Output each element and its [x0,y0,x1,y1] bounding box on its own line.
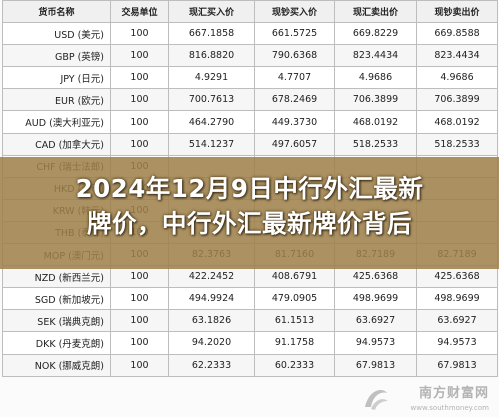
table-header-row: 货币名称 交易单位 现汇买入价 现钞买入价 现汇卖出价 现钞卖出价 [2,0,498,24]
cell-spot-buy: 700.7613 [168,88,255,112]
cell-spot-sell: 823.4434 [334,44,417,68]
header-currency: 货币名称 [2,0,111,24]
cell-currency: DKK (丹麦克朗) [2,331,111,355]
cell-cash-buy: 91.1758 [254,331,335,355]
cell-unit: 100 [110,287,169,311]
cell-cash-sell: 669.8588 [416,22,498,46]
cell-currency: GBP (英镑) [2,44,111,68]
cell-spot-buy: 4.9291 [168,66,255,90]
cell-spot-buy: 62.2333 [168,353,255,377]
cell-currency: USD (美元) [2,22,111,46]
cell-currency: AUD (澳大利亚元) [2,110,111,134]
banner-title: 2024年12月9日中行外汇最新 牌价，中行外汇最新牌价背后 [0,171,499,241]
cell-spot-sell: 67.9813 [334,353,417,377]
cell-unit: 100 [110,44,169,68]
cell-spot-buy: 816.8820 [168,44,255,68]
cell-cash-sell: 67.9813 [416,353,498,377]
cell-currency: SEK (瑞典克朗) [2,309,111,333]
cell-cash-sell: 518.2533 [416,132,498,156]
cell-unit: 100 [110,309,169,333]
cell-spot-buy: 63.1826 [168,309,255,333]
header-cash-buy: 现钞买入价 [254,0,335,24]
cell-cash-sell: 4.9686 [416,66,498,90]
watermark-url: www.southmoney.com [410,404,489,412]
cell-unit: 100 [110,88,169,112]
cell-spot-sell: 425.6368 [334,265,417,289]
cell-cash-buy: 449.3730 [254,110,335,134]
cell-cash-sell: 63.6927 [416,309,498,333]
cell-cash-buy: 497.6057 [254,132,335,156]
cell-spot-buy: 422.2452 [168,265,255,289]
cell-cash-buy: 4.7707 [254,66,335,90]
table-row: SEK (瑞典克朗) 100 63.1826 61.1513 63.6927 63.692… [2,309,498,333]
cell-currency: CAD (加拿大元) [2,132,111,156]
cell-cash-buy: 408.6791 [254,265,335,289]
cell-spot-sell: 4.9686 [334,66,417,90]
cell-unit: 100 [110,353,169,377]
title-banner [0,157,499,269]
cell-cash-buy: 661.5725 [254,22,335,46]
table-row: SGD (新加坡元) 100 494.9924 479.0905 498.9699 498… [2,287,498,311]
cell-spot-buy: 494.9924 [168,287,255,311]
table-row: DKK (丹麦克朗) 100 94.2020 91.1758 94.9573 94.957… [2,331,498,355]
cell-spot-sell: 498.9699 [334,287,417,311]
banner-title-line-2: 牌价，中行外汇最新牌价背后 [87,209,412,238]
cell-cash-sell: 468.0192 [416,110,498,134]
table-row: CAD (加拿大元) 100 514.1237 497.6057 518.2533 518… [2,132,498,156]
cell-unit: 100 [110,110,169,134]
table-row: EUR (欧元) 100 700.7613 678.2469 706.3899 706.3… [2,88,498,112]
header-cash-sell: 现钞卖出价 [416,0,498,24]
cell-cash-sell: 94.9573 [416,331,498,355]
table-row: NOK (挪威克朗) 100 62.2333 60.2333 67.9813 67.981… [2,353,498,377]
table-row: AUD (澳大利亚元) 100 464.2790 449.3730 468.0192 46… [2,110,498,134]
cell-unit: 100 [110,132,169,156]
cell-spot-buy: 667.1858 [168,22,255,46]
cell-currency: EUR (欧元) [2,88,111,112]
watermark: 南方财富网 www.southmoney.com [345,379,495,415]
cell-cash-sell: 706.3899 [416,88,498,112]
cell-currency: SGD (新加坡元) [2,287,111,311]
cell-spot-sell: 94.9573 [334,331,417,355]
header-spot-buy: 现汇买入价 [168,0,255,24]
cell-cash-sell: 498.9699 [416,287,498,311]
cell-spot-sell: 518.2533 [334,132,417,156]
cell-unit: 100 [110,66,169,90]
header-unit: 交易单位 [110,0,169,24]
table-row: JPY (日元) 100 4.9291 4.7707 4.9686 4.9686 [2,66,498,90]
cell-cash-buy: 60.2333 [254,353,335,377]
cell-spot-sell: 669.8229 [334,22,417,46]
cell-cash-sell: 823.4434 [416,44,498,68]
cell-cash-buy: 61.1513 [254,309,335,333]
watermark-text: 南方财富网 [418,386,489,401]
cell-spot-sell: 63.6927 [334,309,417,333]
banner-title-line-1: 2024年12月9日中行外汇最新 [75,174,424,203]
table-row: GBP (英镑) 100 816.8820 790.6368 823.4434 823.4… [2,44,498,68]
table-row: USD (美元) 100 667.1858 661.5725 669.8229 669.8… [2,22,498,46]
cell-spot-buy: 464.2790 [168,110,255,134]
cell-unit: 100 [110,22,169,46]
cell-currency: NZD (新西兰元) [2,265,111,289]
table-row: NZD (新西兰元) 100 422.2452 408.6791 425.6368 425… [2,265,498,289]
cell-currency: JPY (日元) [2,66,111,90]
cell-cash-buy: 790.6368 [254,44,335,68]
header-spot-sell: 现汇卖出价 [334,0,417,24]
cell-spot-buy: 514.1237 [168,132,255,156]
watermark-logo-icon [365,389,388,410]
cell-spot-buy: 94.2020 [168,331,255,355]
cell-cash-buy: 678.2469 [254,88,335,112]
cell-currency: NOK (挪威克朗) [2,353,111,377]
cell-unit: 100 [110,331,169,355]
cell-cash-buy: 479.0905 [254,287,335,311]
cell-spot-sell: 706.3899 [334,88,417,112]
cell-spot-sell: 468.0192 [334,110,417,134]
